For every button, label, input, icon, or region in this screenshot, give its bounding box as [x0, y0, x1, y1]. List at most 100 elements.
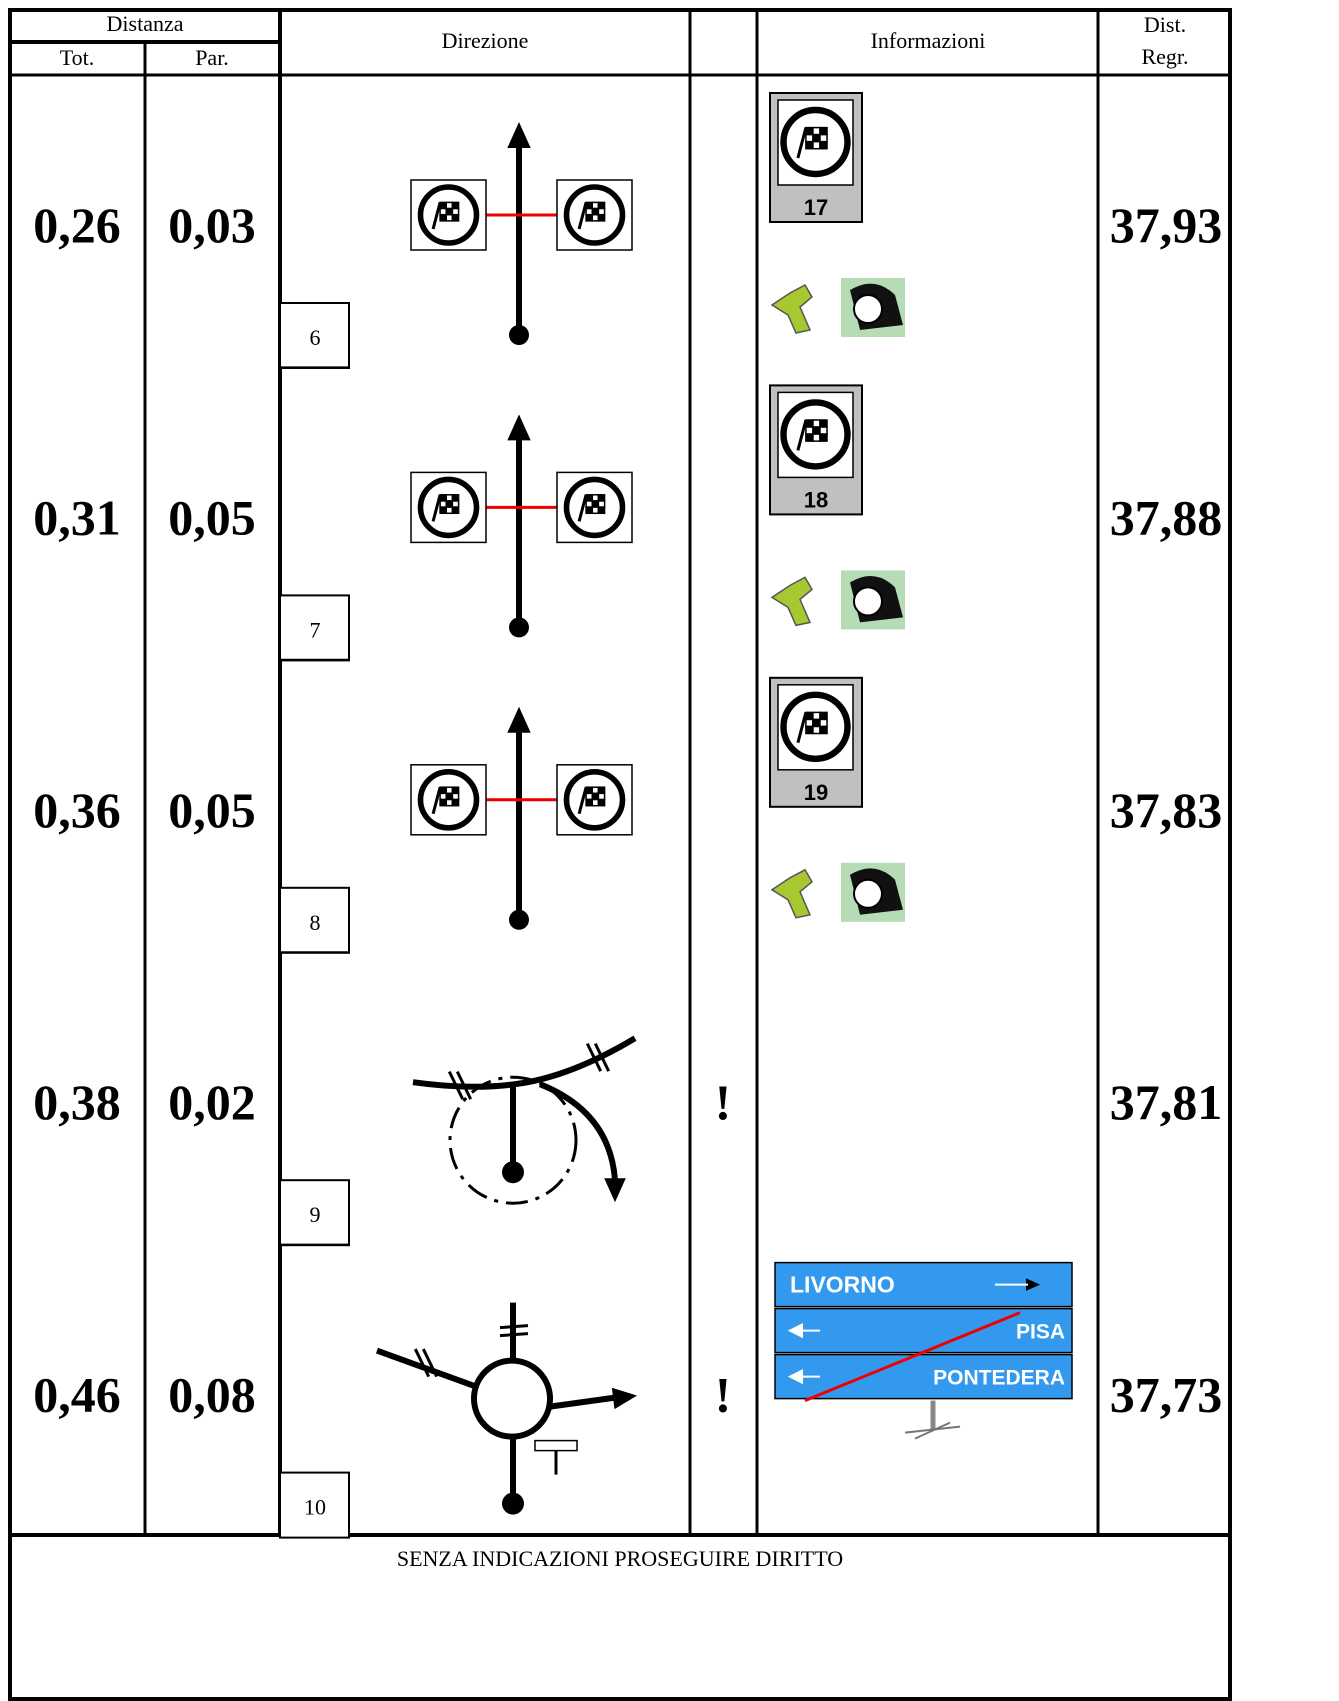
route: [549, 1394, 616, 1410]
flag-check: [591, 500, 600, 508]
flag-pole: [577, 494, 588, 522]
flag-check: [585, 786, 594, 795]
number: 8: [310, 910, 321, 935]
flag-check: [451, 792, 460, 801]
sign-arrow: [787, 1368, 820, 1385]
flag-check: [451, 786, 460, 795]
flag-check: [591, 494, 600, 502]
flag-check: [585, 201, 594, 210]
flag-check: [591, 201, 600, 210]
flag-check: [597, 786, 606, 795]
flag-check: [445, 500, 454, 508]
restriction-mark: [499, 1324, 529, 1330]
restriction-mark: [455, 1070, 473, 1100]
flag-check: [451, 213, 460, 222]
flag-check: [597, 207, 606, 216]
flag-check: [439, 506, 448, 515]
flag-check: [819, 426, 828, 435]
flag-check: [597, 792, 606, 801]
flag-check: [451, 494, 460, 502]
flag-pole: [577, 786, 588, 815]
flag-check: [591, 792, 600, 801]
flag-check: [812, 718, 821, 728]
header-regr: Regr.: [1141, 44, 1188, 69]
cross-out: [804, 1311, 1021, 1402]
flag-check: [591, 798, 600, 807]
flag-check: [819, 711, 828, 721]
flag-check: [812, 725, 821, 735]
flag-check: [451, 798, 460, 807]
restriction-mark: [585, 1042, 603, 1072]
flag-check: [805, 126, 814, 136]
tot: 0,31: [33, 489, 121, 545]
flag-pole: [796, 419, 808, 451]
number: 10: [304, 1495, 326, 1520]
flag-check: [591, 506, 600, 515]
arrow-head: [507, 122, 531, 148]
header-par: Par.: [195, 45, 229, 70]
flag-check: [819, 725, 828, 735]
restriction-mark: [447, 1070, 465, 1100]
flag-check: [597, 213, 606, 222]
flag-check: [812, 133, 821, 143]
grass: [904, 1421, 961, 1440]
flag-check: [439, 207, 448, 216]
flag-check: [597, 201, 606, 210]
flag-check: [819, 718, 828, 728]
main-road: [412, 1035, 637, 1090]
flag-check: [439, 798, 448, 807]
par: 0,08: [168, 1367, 256, 1423]
mini-sign: [534, 1439, 578, 1452]
flag-check: [445, 213, 454, 222]
roundabout: [471, 1357, 553, 1440]
flag-check: [597, 500, 606, 508]
flag-check: [451, 201, 460, 210]
regr: 37,93: [1110, 197, 1223, 253]
flag-check: [591, 207, 600, 216]
flag-check: [819, 140, 828, 150]
sign-arrow: [787, 1322, 820, 1339]
flag-check: [451, 207, 460, 216]
restriction-mark: [499, 1332, 529, 1338]
flag-check: [591, 786, 600, 795]
regr: 37,73: [1110, 1367, 1223, 1423]
header-direzione: Direzione: [442, 28, 529, 53]
flag-check: [445, 798, 454, 807]
arrow-head: [507, 414, 531, 441]
sign-text: LIVORNO: [790, 1272, 895, 1298]
sign-text: PONTEDERA: [933, 1367, 1065, 1390]
regr: 37,88: [1110, 489, 1223, 545]
par: 0,05: [168, 782, 256, 838]
start-dot: [502, 1492, 524, 1515]
header-distanza: Distanza: [107, 11, 184, 36]
flag-check: [585, 506, 594, 515]
tot: 0,38: [33, 1074, 121, 1130]
arrow-head: [611, 1387, 637, 1410]
exit-route: [538, 1081, 618, 1181]
flag-check: [439, 494, 448, 502]
sign-text: PISA: [1016, 1321, 1065, 1344]
par: 0,05: [168, 489, 256, 545]
flag-check: [812, 433, 821, 442]
regr: 37,81: [1110, 1074, 1223, 1130]
flag-check: [805, 426, 814, 435]
flag-check: [819, 126, 828, 136]
flag-check: [585, 213, 594, 222]
flag-check: [805, 419, 814, 428]
footer-note: SENZA INDICAZIONI PROSEGUIRE DIRITTO: [397, 1546, 843, 1571]
flag-check: [597, 494, 606, 502]
flag-check: [805, 725, 814, 735]
stopwatch: [853, 878, 883, 909]
road: [375, 1347, 478, 1390]
flag-check: [439, 213, 448, 222]
flag-check: [591, 213, 600, 222]
start-dot: [502, 1161, 524, 1184]
sign-number: 18: [804, 487, 828, 512]
flag-check: [597, 798, 606, 807]
stopwatch: [853, 294, 883, 324]
flag-pole: [796, 127, 808, 159]
flag-check: [812, 126, 821, 136]
